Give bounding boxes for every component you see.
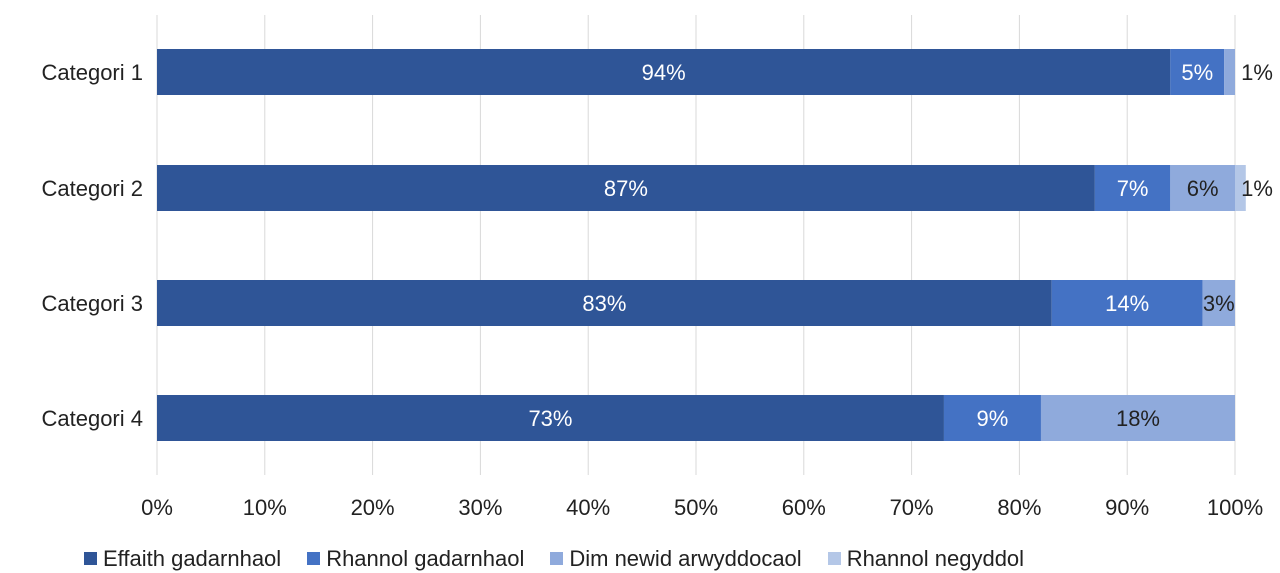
legend: Effaith gadarnhaol Rhannol gadarnhaol Dim … xyxy=(84,544,1280,573)
data-label: 83% xyxy=(582,291,626,316)
bar-segment xyxy=(1051,280,1203,326)
category-label: Categori 1 xyxy=(41,60,143,85)
data-label: 5% xyxy=(1181,60,1213,85)
bar-segment xyxy=(1202,280,1235,326)
data-label: 6% xyxy=(1187,176,1219,201)
x-tick-label: 30% xyxy=(458,495,502,520)
legend-item: Effaith gadarnhaol xyxy=(84,546,281,572)
legend-swatch xyxy=(307,552,321,565)
category-label: Categori 4 xyxy=(41,406,143,431)
legend-label: Rhannol gadarnhaol xyxy=(326,545,525,571)
legend-item: Rhannol gadarnhaol xyxy=(307,546,524,572)
data-label: 73% xyxy=(528,406,572,431)
bar-segment xyxy=(1040,395,1235,441)
data-label: 87% xyxy=(604,176,648,201)
legend-label: Effaith gadarnhaol xyxy=(103,545,282,571)
data-labels: 94% 5% 1% 87% 7% 6% 1% 83% 14% 3% 73% 9% 18% xyxy=(528,60,1272,431)
x-tick-label: 80% xyxy=(997,495,1041,520)
x-tick-label: 40% xyxy=(566,495,610,520)
bar-segment xyxy=(157,395,944,441)
x-axis-ticks: 0% 10% 20% 30% 40% 50% 60% 70% 80% 90% 100% xyxy=(141,495,1263,520)
data-label: 7% xyxy=(1117,176,1149,201)
data-label: 1% xyxy=(1241,176,1273,201)
bar-segment xyxy=(157,165,1095,211)
data-label: 14% xyxy=(1105,291,1149,316)
bar-segment xyxy=(1170,165,1235,211)
legend-swatch xyxy=(827,552,841,565)
bar-segment xyxy=(1094,165,1171,211)
bar-segment xyxy=(1235,165,1246,211)
x-tick-label: 90% xyxy=(1105,495,1149,520)
x-tick-label: 50% xyxy=(674,495,718,520)
data-label: 18% xyxy=(1116,406,1160,431)
bar-segment xyxy=(157,280,1052,326)
data-label: 9% xyxy=(977,406,1009,431)
x-tick-label: 70% xyxy=(890,495,934,520)
legend-label: Dim newid arwyddocaol xyxy=(569,545,802,571)
legend-label: Rhannol negyddol xyxy=(846,545,1025,571)
bar-segment xyxy=(943,395,1041,441)
category-label: Categori 2 xyxy=(41,176,143,201)
legend-swatch xyxy=(84,552,97,565)
bar-segment xyxy=(157,49,1171,95)
data-label: 94% xyxy=(642,60,686,85)
x-tick-label: 100% xyxy=(1207,495,1263,520)
data-label: 3% xyxy=(1203,291,1235,316)
legend-item: Rhannol negyddol xyxy=(827,545,1025,572)
legend-swatch xyxy=(550,552,564,565)
bar-segment xyxy=(1170,49,1225,95)
category-label: Categori 3 xyxy=(41,291,143,316)
x-tick-label: 10% xyxy=(243,495,287,520)
x-tick-label: 60% xyxy=(782,495,826,520)
bar-segment xyxy=(1224,49,1235,95)
bars xyxy=(157,49,1246,441)
legend-item: Dim newid arwyddocaol xyxy=(550,545,802,572)
x-tick-label: 0% xyxy=(141,495,173,520)
data-label: 1% xyxy=(1241,60,1273,85)
category-labels: Categori 1 Categori 2 Categori 3 Categori 4 xyxy=(41,60,143,431)
x-tick-label: 20% xyxy=(351,495,395,520)
